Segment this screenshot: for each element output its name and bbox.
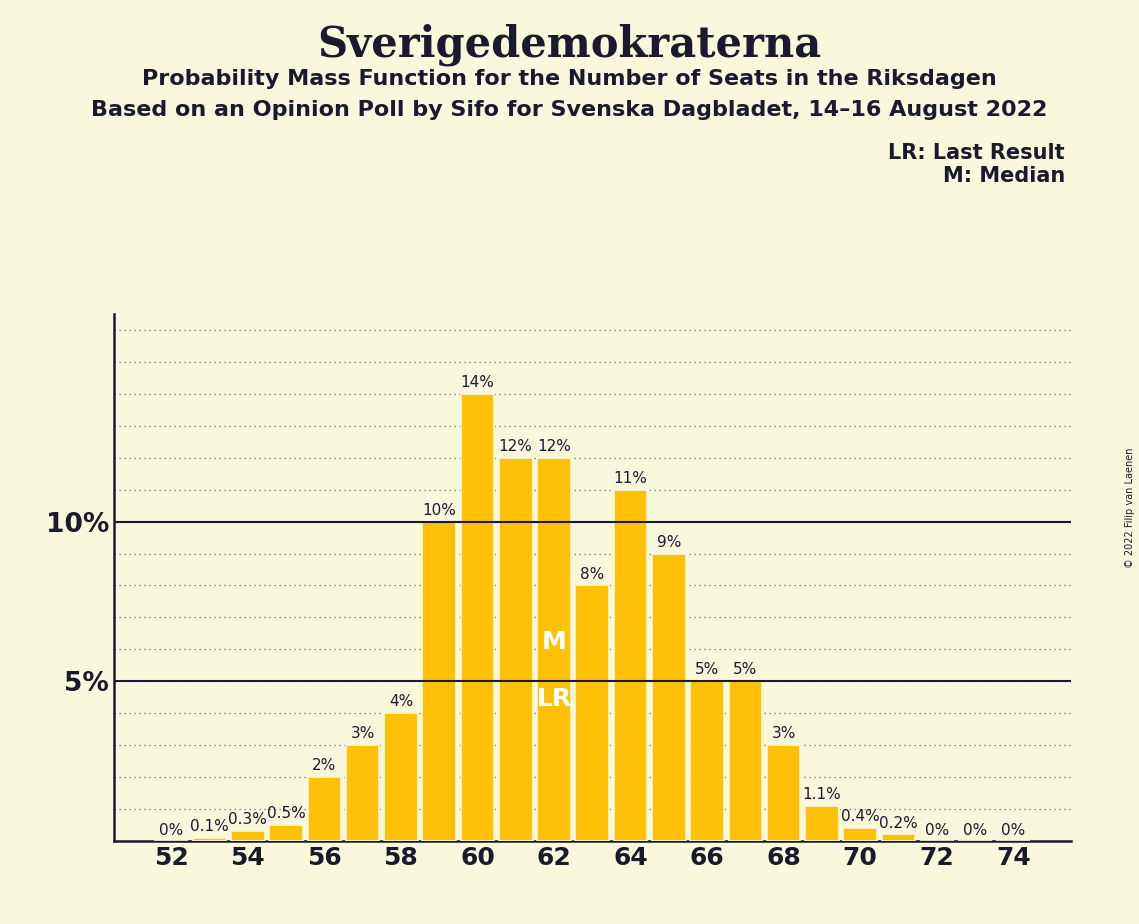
- Text: 1.1%: 1.1%: [803, 787, 842, 802]
- Text: 0.2%: 0.2%: [879, 816, 918, 831]
- Text: 12%: 12%: [499, 439, 533, 454]
- Text: 3%: 3%: [351, 726, 375, 741]
- Bar: [805, 806, 838, 841]
- Text: Probability Mass Function for the Number of Seats in the Riksdagen: Probability Mass Function for the Number…: [142, 69, 997, 90]
- Bar: [843, 828, 877, 841]
- Text: 0.3%: 0.3%: [229, 812, 268, 827]
- Text: LR: Last Result: LR: Last Result: [888, 143, 1065, 164]
- Text: 5%: 5%: [734, 663, 757, 677]
- Text: 0.1%: 0.1%: [190, 819, 229, 833]
- Text: © 2022 Filip van Laenen: © 2022 Filip van Laenen: [1125, 448, 1134, 568]
- Bar: [346, 745, 379, 841]
- Text: 9%: 9%: [656, 535, 681, 550]
- Bar: [690, 681, 724, 841]
- Text: 11%: 11%: [614, 471, 647, 486]
- Text: Based on an Opinion Poll by Sifo for Svenska Dagbladet, 14–16 August 2022: Based on an Opinion Poll by Sifo for Sve…: [91, 100, 1048, 120]
- Bar: [192, 838, 227, 841]
- Text: 0%: 0%: [925, 823, 949, 838]
- Bar: [729, 681, 762, 841]
- Text: 0%: 0%: [1001, 823, 1025, 838]
- Text: LR: LR: [536, 687, 572, 711]
- Bar: [652, 553, 686, 841]
- Text: 14%: 14%: [460, 375, 494, 390]
- Text: 3%: 3%: [771, 726, 796, 741]
- Text: Sverigedemokraterna: Sverigedemokraterna: [318, 23, 821, 66]
- Text: 5%: 5%: [695, 663, 719, 677]
- Bar: [423, 522, 456, 841]
- Bar: [575, 586, 609, 841]
- Bar: [308, 777, 342, 841]
- Text: 10%: 10%: [423, 503, 456, 517]
- Bar: [614, 490, 647, 841]
- Bar: [499, 457, 533, 841]
- Text: M: M: [542, 629, 566, 653]
- Bar: [538, 457, 571, 841]
- Text: 8%: 8%: [580, 566, 605, 581]
- Text: 0.5%: 0.5%: [267, 806, 305, 821]
- Text: M: Median: M: Median: [943, 166, 1065, 187]
- Text: 0%: 0%: [962, 823, 988, 838]
- Bar: [231, 832, 264, 841]
- Text: 12%: 12%: [538, 439, 571, 454]
- Text: 0%: 0%: [159, 823, 183, 838]
- Text: 0.4%: 0.4%: [841, 809, 879, 824]
- Bar: [384, 713, 418, 841]
- Text: 2%: 2%: [312, 759, 336, 773]
- Bar: [882, 834, 916, 841]
- Bar: [460, 394, 494, 841]
- Bar: [269, 825, 303, 841]
- Bar: [767, 745, 801, 841]
- Text: 4%: 4%: [388, 694, 413, 710]
